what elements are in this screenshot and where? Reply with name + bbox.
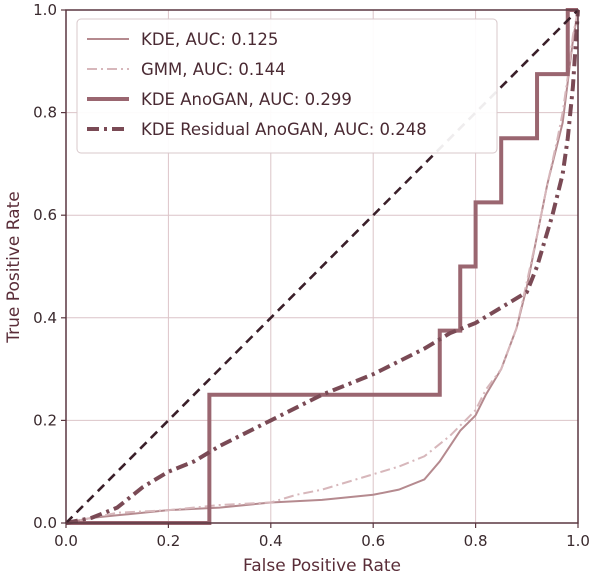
roc-curve-3 [65, 9, 580, 525]
x-tick-label: 0.4 [259, 532, 283, 550]
y-tick-label: 0.8 [33, 104, 57, 122]
plot-frame [65, 9, 579, 524]
roc-curve-2 [66, 8, 578, 525]
legend-label: GMM, AUC: 0.144 [141, 60, 286, 79]
y-tick-label: 0.0 [33, 514, 57, 532]
y-tick-label: 0.6 [33, 206, 57, 224]
x-tick-label: 0.8 [464, 532, 488, 550]
legend-label: KDE, AUC: 0.125 [141, 30, 278, 49]
legend-label: KDE AnoGAN, AUC: 0.299 [141, 90, 352, 109]
roc-curve-0 [65, 9, 579, 524]
y-tick-label: 0.4 [33, 309, 57, 327]
y-tick-label: 1.0 [33, 1, 57, 19]
y-axis-label: True Positive Rate [4, 191, 24, 343]
y-tick-label: 0.2 [33, 411, 57, 429]
legend: KDE, AUC: 0.125 GMM, AUC: 0.144 KDE AnoGAN… [76, 18, 498, 154]
x-tick-label: 0.6 [361, 532, 385, 550]
legend-label: KDE Residual AnoGAN, AUC: 0.248 [141, 120, 427, 139]
x-axis-label: False Positive Rate [243, 556, 401, 576]
legend-box [76, 18, 498, 154]
x-tick-label: 0.2 [156, 532, 180, 550]
x-tick-label: 1.0 [566, 532, 590, 550]
x-tick-label: 0.0 [54, 532, 78, 550]
roc-curve-1 [65, 9, 579, 524]
ticks: 0.0 0.2 0.4 0.6 0.8 1.0 0.0 0.2 0.4 0.6 0.8 1.0 [33, 1, 590, 550]
